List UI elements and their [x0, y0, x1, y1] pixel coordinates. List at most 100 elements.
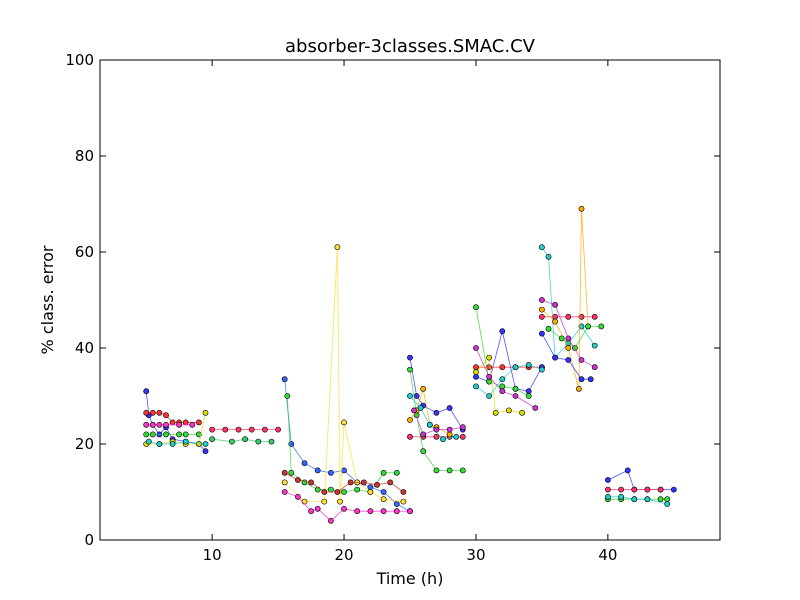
data-point [209, 436, 215, 443]
data-point [294, 477, 301, 483]
y-tick-label: 20 [75, 435, 94, 453]
data-point [143, 431, 150, 438]
data-point [149, 431, 156, 438]
data-point [407, 354, 413, 361]
x-tick-label: 20 [334, 546, 353, 564]
data-point [525, 361, 532, 368]
data-point [367, 489, 374, 495]
data-point [512, 364, 519, 371]
series-21 [473, 304, 532, 399]
data-point [182, 438, 189, 445]
data-point [202, 441, 209, 447]
data-point [578, 205, 585, 212]
data-point [446, 405, 453, 411]
data-point [189, 421, 196, 428]
data-point [433, 467, 440, 474]
data-point [354, 486, 361, 493]
data-point [532, 405, 539, 411]
data-point [393, 508, 400, 515]
data-point [545, 253, 552, 260]
data-point [407, 417, 413, 423]
series-34 [605, 493, 671, 507]
data-point [587, 376, 594, 383]
data-point [281, 479, 288, 486]
data-point [539, 306, 545, 313]
data-point [182, 419, 189, 426]
data-point [512, 385, 519, 392]
data-point [327, 486, 334, 493]
data-point [268, 438, 275, 445]
data-point [605, 477, 611, 483]
x-tick-label: 10 [203, 546, 222, 564]
series-29 [545, 323, 605, 351]
data-point [446, 431, 453, 438]
data-point [275, 426, 281, 433]
data-point [433, 426, 440, 433]
data-point [321, 489, 328, 495]
data-point [407, 366, 413, 373]
y-tick-label: 60 [75, 243, 94, 261]
data-point [565, 313, 572, 320]
data-point [539, 313, 545, 320]
data-point [163, 412, 169, 419]
data-point [664, 501, 671, 507]
data-point [539, 244, 545, 251]
data-point [308, 508, 314, 515]
data-point [565, 345, 572, 351]
data-point [143, 409, 150, 416]
data-point [657, 496, 664, 503]
data-point [281, 489, 288, 495]
data-point [440, 436, 446, 443]
data-point [242, 436, 248, 443]
data-point [426, 421, 433, 428]
data-point [499, 388, 506, 395]
series-7 [209, 436, 275, 445]
data-point [195, 441, 202, 447]
data-point [281, 469, 288, 476]
series-30 [539, 297, 598, 371]
series-17 [407, 393, 460, 443]
data-point [407, 393, 413, 399]
data-point [195, 419, 202, 426]
data-point [525, 393, 532, 399]
data-point [308, 479, 314, 486]
series-13 [407, 354, 466, 433]
data-point [664, 496, 671, 503]
data-point [558, 335, 565, 342]
data-point [473, 345, 479, 351]
y-tick-label: 0 [84, 531, 94, 549]
data-point [591, 342, 598, 349]
x-tick-label: 40 [598, 546, 617, 564]
x-axis-label: Time (h) [376, 569, 444, 588]
data-point [380, 469, 387, 476]
data-point [670, 486, 677, 493]
data-point [400, 498, 407, 505]
data-point [473, 364, 479, 371]
data-point [505, 407, 512, 414]
data-point [156, 441, 163, 447]
y-tick-label: 100 [65, 51, 94, 69]
data-point [176, 431, 182, 438]
data-point [341, 489, 347, 495]
series-2 [143, 431, 202, 438]
data-point [644, 496, 651, 503]
data-point [459, 424, 466, 431]
data-point [631, 496, 638, 503]
data-point [552, 354, 558, 361]
data-point [202, 409, 209, 416]
series-line [409, 357, 464, 430]
series-28 [539, 330, 594, 383]
data-point [301, 460, 308, 467]
data-point [400, 489, 407, 495]
data-point [578, 376, 585, 383]
data-point [492, 409, 499, 416]
data-point [341, 419, 347, 426]
data-point [255, 438, 262, 445]
data-point [341, 505, 347, 512]
data-point [202, 448, 209, 455]
data-point [631, 486, 638, 493]
data-point [143, 421, 150, 428]
series-6 [209, 426, 281, 433]
series-24 [473, 345, 539, 411]
